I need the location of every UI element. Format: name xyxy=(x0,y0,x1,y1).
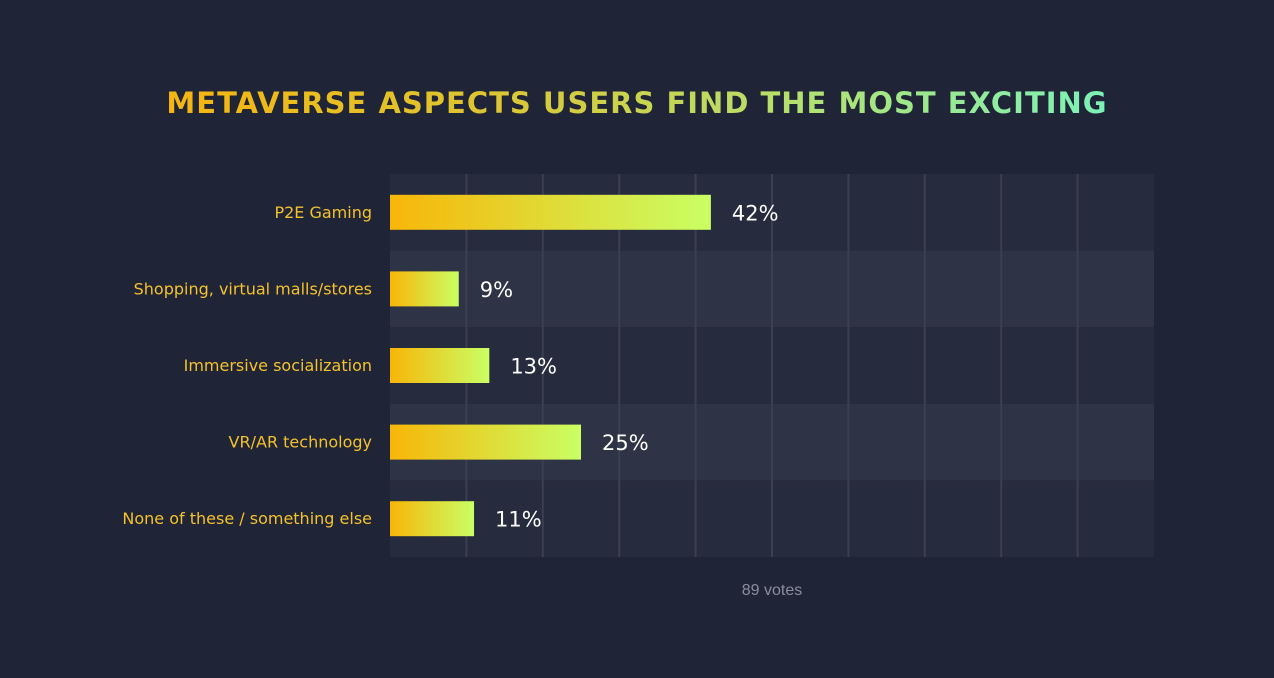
value-label: 25% xyxy=(602,431,649,455)
bar xyxy=(390,271,459,307)
value-label: 11% xyxy=(495,508,542,532)
chart-title: METAVERSE ASPECTS USERS FIND THE MOST EX… xyxy=(166,86,1108,120)
votes-count: 89 votes xyxy=(741,582,803,599)
category-label: Immersive socialization xyxy=(184,356,372,375)
category-label: Shopping, virtual malls/stores xyxy=(134,279,372,298)
bar xyxy=(390,424,581,460)
bar xyxy=(390,194,711,230)
value-label: 9% xyxy=(480,278,513,302)
category-label: P2E Gaming xyxy=(274,203,372,222)
bar xyxy=(390,348,490,383)
bar xyxy=(390,501,475,537)
value-label: 13% xyxy=(510,355,557,379)
value-label: 42% xyxy=(732,201,779,225)
category-label: None of these / something else xyxy=(122,509,372,528)
category-label: VR/AR technology xyxy=(229,433,372,452)
